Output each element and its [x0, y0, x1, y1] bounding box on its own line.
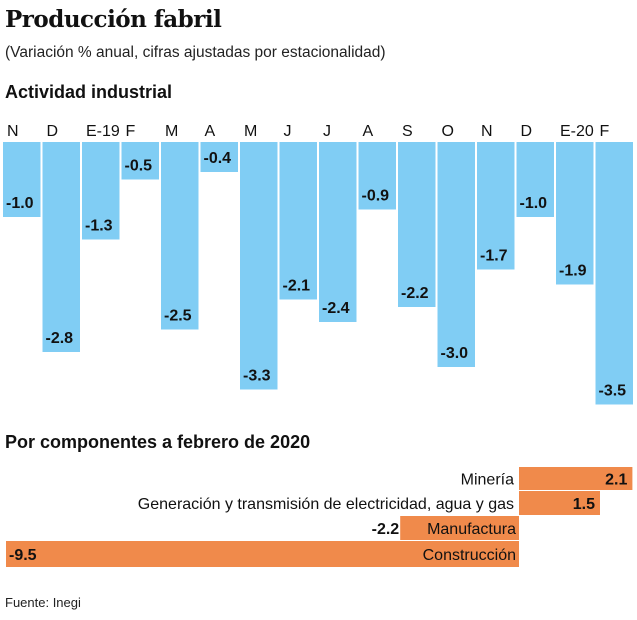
bar [6, 541, 519, 567]
data-label: -0.4 [204, 150, 232, 167]
bar [161, 142, 199, 330]
chart2-title: Por componentes a febrero de 2020 [5, 432, 311, 452]
x-tick-label: J [284, 123, 292, 140]
x-tick-label: J [323, 123, 331, 140]
category-label: Construcción [423, 547, 516, 564]
x-tick-label: F [126, 123, 136, 140]
bar [279, 142, 317, 300]
bar [516, 142, 554, 217]
x-tick-label: N [7, 123, 19, 140]
x-tick-label: D [521, 123, 533, 140]
x-tick-label: D [47, 123, 59, 140]
data-label: -1.7 [480, 248, 508, 265]
data-label: -2.2 [401, 285, 429, 302]
category-label: Generación y transmisión de electricidad… [138, 496, 514, 513]
data-label: -1.9 [559, 263, 587, 280]
data-label: -3.3 [243, 368, 271, 385]
bar [121, 142, 159, 180]
bar [200, 142, 238, 172]
data-label: -1.3 [85, 218, 113, 235]
source: Fuente: Inegi [5, 595, 81, 610]
page-title: Producción fabril [5, 6, 222, 33]
x-tick-label: N [481, 123, 493, 140]
x-tick-label: M [244, 123, 257, 140]
data-label: -2.8 [46, 330, 74, 347]
data-label: -1.0 [520, 195, 548, 212]
data-label: -0.5 [125, 158, 153, 175]
x-tick-label: A [205, 123, 216, 140]
bar [477, 142, 515, 270]
category-label: Manufactura [427, 521, 516, 538]
bar [3, 142, 41, 217]
bar [556, 142, 594, 285]
category-label: Minería [461, 472, 514, 489]
chart1-title: Actividad industrial [5, 82, 173, 102]
data-label: -2.2 [372, 521, 400, 538]
data-label: -2.4 [322, 300, 350, 317]
bar [519, 491, 600, 515]
x-tick-label: S [402, 123, 413, 140]
x-tick-label: E-20 [560, 123, 594, 140]
data-label: -3.5 [599, 383, 627, 400]
data-label: 1.5 [573, 496, 595, 513]
data-label: 2.1 [605, 472, 627, 489]
data-label: -3.0 [441, 345, 469, 362]
x-tick-label: A [363, 123, 374, 140]
bar [398, 142, 436, 307]
x-tick-label: O [442, 123, 454, 140]
x-tick-label: E-19 [86, 123, 120, 140]
bar [240, 142, 278, 390]
bar [82, 142, 120, 240]
bar [400, 516, 519, 540]
x-tick-label: M [165, 123, 178, 140]
data-label: -2.5 [164, 308, 192, 325]
subtitle: (Variación % anual, cifras ajustadas por… [5, 44, 386, 61]
bar [358, 142, 396, 210]
bar [595, 142, 633, 405]
data-label: -1.0 [6, 195, 34, 212]
bar [319, 142, 357, 322]
data-label: -0.9 [362, 188, 390, 205]
bar [42, 142, 80, 352]
bar [519, 467, 633, 490]
x-tick-label: F [600, 123, 610, 140]
bar [437, 142, 475, 367]
data-label: -2.1 [283, 278, 311, 295]
data-label: -9.5 [9, 547, 37, 564]
